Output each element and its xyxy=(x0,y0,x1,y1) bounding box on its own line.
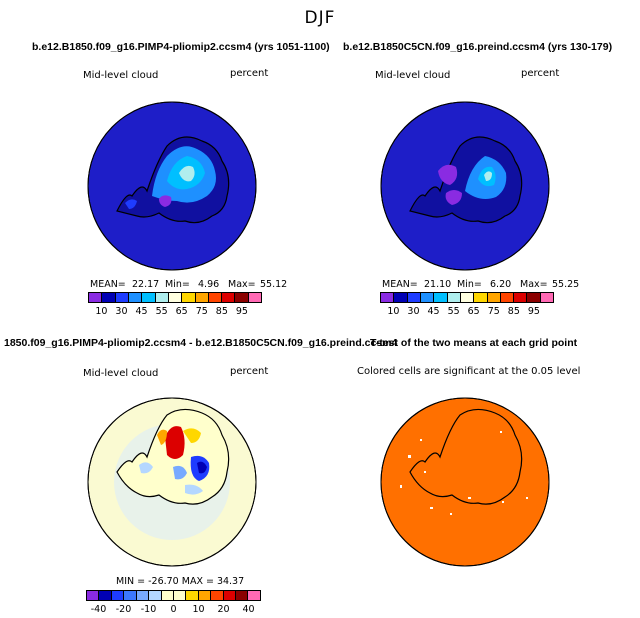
panel1-colorbar-tick-label: 65 xyxy=(175,306,188,317)
panel3-colorbar-tick-label: -40 xyxy=(90,604,107,615)
panel2-units-label: percent xyxy=(521,68,560,79)
panel2-colorbar-tick-label: 85 xyxy=(507,306,520,317)
panel1-colorbar-swatch-2 xyxy=(114,292,129,303)
panel3-colorbar-tick-label: -10 xyxy=(140,604,157,615)
panel1-colorbar-swatch-5 xyxy=(154,292,169,303)
panel3-colorbar-tick-label: 10 xyxy=(192,604,205,615)
panel1-colorbar-tick-label: 45 xyxy=(135,306,148,317)
panel1-colorbar-swatch-11 xyxy=(234,292,249,303)
panel3-colorbar-swatch-7 xyxy=(172,590,187,601)
figure-title: DJF xyxy=(304,8,336,28)
panel4-ttest-map xyxy=(380,397,550,567)
panel3-variable-label: Mid-level cloud xyxy=(83,368,159,379)
panel2-colorbar-tick-label: 95 xyxy=(527,306,540,317)
panel2-colorbar-swatch-11 xyxy=(526,292,541,303)
panel2-colorbar-swatch-5 xyxy=(446,292,461,303)
panel2-colorbar-tick-label: 75 xyxy=(487,306,500,317)
panel2-colorbar-swatch-1 xyxy=(393,292,408,303)
panel2-colorbar-swatch-10 xyxy=(513,292,528,303)
panel3-colorbar xyxy=(86,590,261,601)
panel1-colorbar-tick-label: 95 xyxy=(235,306,248,317)
panel1-colorbar-ticks: 10 30 45 55 65 75 85 95 xyxy=(88,306,262,318)
panel2-colorbar-swatch-7 xyxy=(473,292,488,303)
panel3-polar-map xyxy=(87,397,257,567)
panel3-min-max: MIN = -26.70 MAX = 34.37 xyxy=(116,576,245,587)
panel2-colorbar-swatch-6 xyxy=(459,292,475,303)
panel2-max-label: Max= xyxy=(520,279,548,290)
panel3-colorbar-tick-label: 20 xyxy=(217,604,230,615)
panel2-colorbar-tick-label: 45 xyxy=(427,306,440,317)
panel3-colorbar-swatch-1 xyxy=(98,590,112,601)
panel2-max-value: 55.25 xyxy=(552,279,580,290)
panel1-mean-value: 22.17 xyxy=(132,279,160,290)
panel2-colorbar xyxy=(380,292,555,303)
panel2-colorbar-tick-label: 65 xyxy=(467,306,480,317)
panel2-colorbar-swatch-4 xyxy=(433,292,448,303)
panel1-colorbar-swatch-9 xyxy=(207,292,223,303)
panel1-colorbar-tick-label: 55 xyxy=(155,306,168,317)
panel2-colorbar-swatch-9 xyxy=(499,292,515,303)
panel2-colorbar-tick-label: 55 xyxy=(447,306,460,317)
panel2-mean-label: MEAN= xyxy=(382,279,418,290)
panel2-polar-map xyxy=(380,101,550,271)
panel3-colorbar-tick-label: 40 xyxy=(242,604,255,615)
panel1-colorbar-swatch-0 xyxy=(88,292,103,303)
panel2-min-label: Min= xyxy=(457,279,482,290)
panel3-colorbar-swatch-12 xyxy=(235,590,249,601)
panel4-header: T-test of the two means at each grid poi… xyxy=(370,337,578,349)
panel2-colorbar-swatch-12 xyxy=(539,292,555,303)
panel3-colorbar-tick-label: 0 xyxy=(170,604,177,615)
panel2-colorbar-swatch-8 xyxy=(486,292,501,303)
panel3-colorbar-swatch-4 xyxy=(135,590,150,601)
panel1-colorbar-swatch-10 xyxy=(221,292,236,303)
panel3-colorbar-swatch-8 xyxy=(185,590,199,601)
panel4-significance-note: Colored cells are significant at the 0.0… xyxy=(357,366,581,377)
panel1-colorbar-swatch-8 xyxy=(194,292,209,303)
panel1-min-label: Min= xyxy=(165,279,190,290)
panel1-colorbar-swatch-7 xyxy=(181,292,196,303)
panel2-header: b.e12.B1850C5CN.f09_g16.preind.ccsm4 (yr… xyxy=(343,41,613,53)
panel3-colorbar-swatch-2 xyxy=(110,590,125,601)
panel1-colorbar-tick-label: 85 xyxy=(215,306,228,317)
panel1-min-value: 4.96 xyxy=(198,279,220,290)
panel2-colorbar-swatch-3 xyxy=(419,292,435,303)
panel3-colorbar-swatch-6 xyxy=(160,590,174,601)
panel1-colorbar-swatch-12 xyxy=(247,292,263,303)
panel3-colorbar-swatch-10 xyxy=(210,590,224,601)
panel1-max-label: Max= xyxy=(228,279,256,290)
panel2-colorbar-tick-label: 10 xyxy=(387,306,400,317)
panel3-colorbar-swatch-9 xyxy=(197,590,212,601)
panel1-colorbar-swatch-3 xyxy=(127,292,143,303)
panel2-variable-label: Mid-level cloud xyxy=(375,70,451,81)
panel3-colorbar-swatch-11 xyxy=(222,590,237,601)
panel1-header: b.e12.B1850.f09_g16.PIMP4-pliomip2.ccsm4… xyxy=(32,41,330,53)
panel3-colorbar-tick-label: -20 xyxy=(115,604,132,615)
panel3-colorbar-swatch-5 xyxy=(148,590,162,601)
panel1-colorbar-swatch-1 xyxy=(101,292,116,303)
panel3-units-label: percent xyxy=(230,366,269,377)
panel3-colorbar-swatch-3 xyxy=(123,590,137,601)
panel2-colorbar-swatch-0 xyxy=(380,292,395,303)
panel2-mean-value: 21.10 xyxy=(424,279,452,290)
panel2-colorbar-swatch-2 xyxy=(406,292,421,303)
panel2-colorbar-tick-label: 30 xyxy=(407,306,420,317)
panel1-polar-map xyxy=(87,101,257,271)
panel1-mean-label: MEAN= xyxy=(90,279,126,290)
panel1-colorbar-tick-label: 10 xyxy=(95,306,108,317)
panel1-colorbar-swatch-6 xyxy=(167,292,183,303)
panel2-colorbar-ticks: 10 30 45 55 65 75 85 95 xyxy=(380,306,554,318)
panel3-header: 1850.f09_g16.PIMP4-pliomip2.ccsm4 - b.e1… xyxy=(4,337,398,349)
panel1-max-value: 55.12 xyxy=(260,279,288,290)
panel1-colorbar-swatch-4 xyxy=(141,292,156,303)
panel3-colorbar-ticks: -40 -20 -10 0 10 20 40 xyxy=(86,604,261,616)
panel1-colorbar-tick-label: 75 xyxy=(195,306,208,317)
panel2-min-value: 6.20 xyxy=(490,279,512,290)
panel1-units-label: percent xyxy=(230,68,269,79)
panel3-colorbar-swatch-0 xyxy=(86,590,100,601)
panel3-colorbar-swatch-13 xyxy=(247,590,261,601)
panel1-colorbar xyxy=(88,292,263,303)
panel1-colorbar-tick-label: 30 xyxy=(115,306,128,317)
panel1-variable-label: Mid-level cloud xyxy=(83,70,159,81)
